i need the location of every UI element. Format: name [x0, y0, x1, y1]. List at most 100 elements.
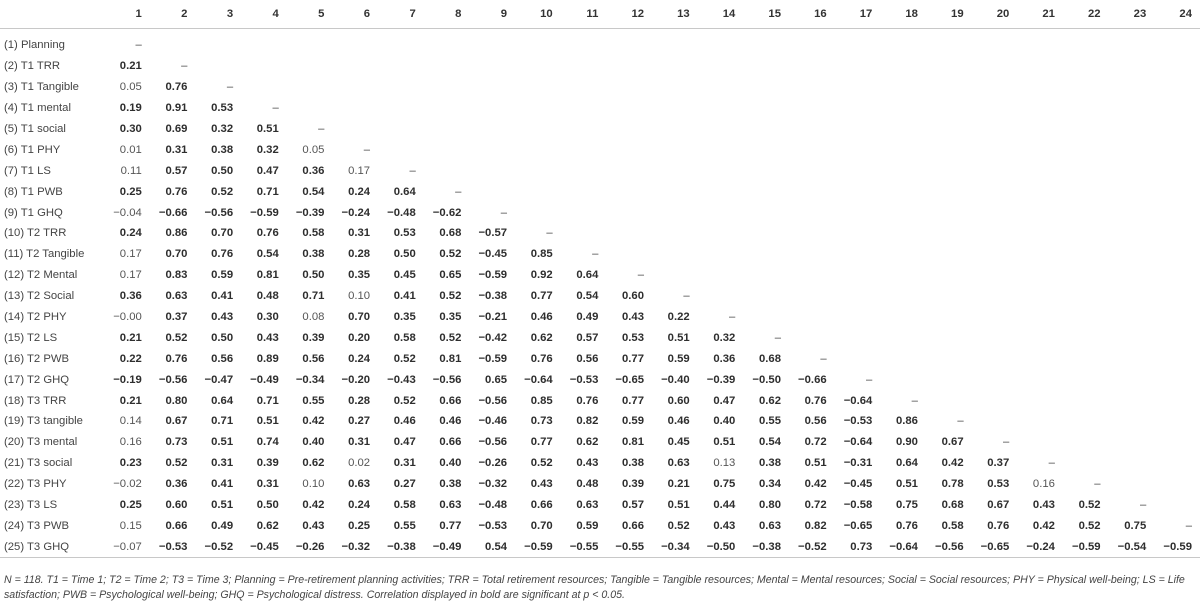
correlation-cell: 0.43	[713, 519, 736, 532]
empty-cell	[1063, 265, 1109, 286]
empty-cell	[972, 369, 1018, 390]
correlation-cell: 0.58	[393, 499, 416, 512]
correlation-cell: 0.63	[758, 519, 781, 532]
empty-cell	[743, 181, 789, 202]
empty-cell	[287, 77, 333, 98]
correlation-cell: 0.63	[667, 457, 690, 470]
empty-cell	[1154, 348, 1200, 369]
empty-cell	[880, 369, 926, 390]
correlation-cell: 0.41	[211, 478, 234, 491]
correlation-cell: −0.50	[752, 373, 781, 386]
correlation-cell: –	[1094, 478, 1101, 491]
correlation-cell: −0.64	[843, 394, 873, 407]
empty-cell	[789, 160, 835, 181]
correlation-cell: 0.71	[256, 394, 279, 407]
empty-cell	[1063, 411, 1109, 432]
correlation-cell: 0.76	[804, 394, 827, 407]
empty-cell	[515, 181, 561, 202]
correlation-cell: 0.51	[895, 478, 918, 491]
row-label: (7) T1 LS	[4, 164, 51, 177]
correlation-cell: 0.74	[256, 436, 279, 449]
correlation-cell: −0.53	[569, 373, 599, 386]
empty-cell	[606, 160, 652, 181]
row-label: (16) T2 PWB	[4, 352, 70, 365]
empty-cell	[1017, 160, 1063, 181]
empty-cell	[1063, 29, 1109, 56]
correlation-cell: 0.52	[667, 519, 690, 532]
row-label: (13) T2 Social	[4, 290, 75, 303]
correlation-cell: 0.28	[348, 394, 371, 407]
correlation-cell: 0.62	[758, 394, 781, 407]
correlation-cell: 0.62	[530, 331, 553, 344]
correlation-cell: 0.51	[211, 499, 234, 512]
correlation-cell: 0.65	[439, 269, 462, 282]
empty-cell	[926, 369, 972, 390]
correlation-cell: −0.32	[478, 478, 508, 491]
empty-cell	[424, 119, 470, 140]
correlation-cell: 0.56	[804, 415, 827, 428]
empty-cell	[1017, 307, 1063, 328]
correlation-cell: −0.56	[478, 436, 508, 449]
empty-cell	[652, 98, 698, 119]
correlation-cell: 0.36	[165, 478, 188, 491]
empty-cell	[1154, 327, 1200, 348]
empty-cell	[515, 98, 561, 119]
correlation-cell: −0.20	[341, 373, 371, 386]
correlation-cell: 0.64	[895, 457, 918, 470]
correlation-cell: –	[272, 102, 279, 115]
correlation-cell: −0.45	[843, 478, 873, 491]
empty-cell	[1109, 327, 1155, 348]
correlation-cell: –	[409, 164, 416, 177]
empty-cell	[972, 286, 1018, 307]
empty-cell	[515, 202, 561, 223]
correlation-cell: 0.21	[119, 331, 142, 344]
correlation-cell: 0.43	[1032, 499, 1055, 512]
correlation-cell: 0.31	[165, 143, 188, 156]
correlation-cell: 0.90	[895, 436, 918, 449]
empty-cell	[1109, 265, 1155, 286]
empty-cell	[1154, 29, 1200, 56]
correlation-cell: –	[820, 352, 827, 365]
empty-cell	[698, 98, 744, 119]
correlation-cell: 0.69	[165, 123, 188, 135]
correlation-cell: 0.52	[393, 394, 416, 407]
empty-cell	[515, 119, 561, 140]
correlation-cell: −0.34	[295, 373, 325, 386]
column-header: 15	[768, 8, 781, 20]
correlation-cell: −0.57	[478, 227, 508, 240]
correlation-cell: 0.55	[758, 415, 781, 428]
empty-cell	[1063, 327, 1109, 348]
correlation-cell: 0.32	[211, 123, 234, 135]
column-header: 16	[814, 8, 827, 20]
empty-cell	[561, 202, 607, 223]
correlation-cell: 0.39	[256, 457, 279, 470]
correlation-cell: 0.68	[941, 499, 964, 512]
correlation-cell: 0.52	[530, 457, 553, 470]
empty-cell	[1154, 160, 1200, 181]
empty-cell	[424, 139, 470, 160]
correlation-cell: 0.51	[667, 499, 690, 512]
correlation-cell: −0.24	[341, 206, 371, 219]
correlation-cell: 0.77	[439, 519, 462, 532]
empty-cell	[1109, 29, 1155, 56]
correlation-cell: −0.52	[798, 540, 827, 553]
correlation-cell: −0.42	[478, 331, 508, 344]
correlation-cell: 0.81	[256, 269, 279, 282]
empty-cell	[561, 29, 607, 56]
correlation-cell: 0.35	[439, 311, 462, 324]
empty-cell	[1109, 411, 1155, 432]
correlation-cell: 0.52	[165, 457, 188, 470]
correlation-cell: 0.16	[1032, 478, 1055, 491]
correlation-cell: 0.71	[302, 290, 325, 303]
empty-cell	[606, 181, 652, 202]
table-row: (1) Planning –	[0, 29, 1200, 56]
correlation-cell: 0.43	[256, 331, 279, 344]
empty-cell	[150, 29, 196, 56]
correlation-cell: 0.70	[211, 227, 234, 240]
correlation-cell: 0.82	[804, 519, 827, 532]
empty-cell	[1109, 474, 1155, 495]
empty-cell	[1154, 369, 1200, 390]
empty-cell	[1109, 160, 1155, 181]
correlation-cell: –	[318, 123, 325, 135]
row-label: (2) T1 TRR	[4, 60, 61, 73]
